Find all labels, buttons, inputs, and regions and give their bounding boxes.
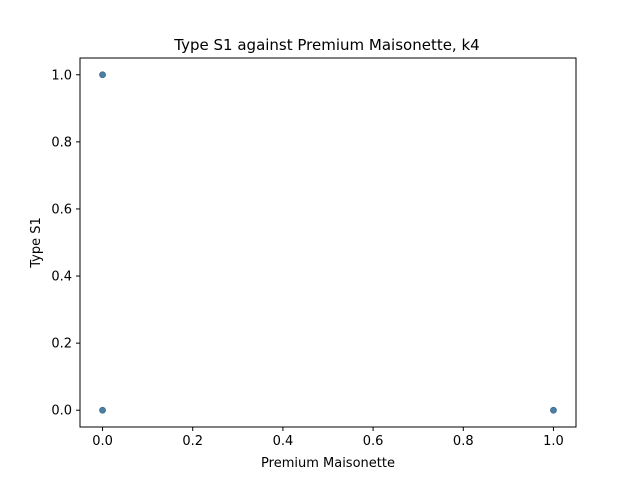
y-tick-label: 0.4	[51, 270, 72, 285]
plot-frame	[79, 57, 577, 428]
x-tick-label: 0.4	[273, 434, 294, 449]
x-tick-label: 0.2	[182, 434, 203, 449]
scatter-point	[99, 406, 106, 414]
y-tick-label: 0.6	[51, 202, 72, 217]
x-tick-label: 0.0	[92, 434, 113, 449]
chart-title: Type S1 against Premium Maisonette, k4	[173, 36, 479, 54]
x-tick-label: 0.6	[363, 434, 384, 449]
y-axis-label: Type S1	[29, 217, 44, 269]
y-tick-label: 0.2	[51, 337, 72, 352]
y-tick-label: 0.0	[51, 404, 72, 419]
x-tick-label: 0.8	[453, 434, 474, 449]
x-axis-ticks: 0.0 0.2 0.4 0.6 0.8 1.0	[92, 427, 564, 449]
scatter-point	[99, 71, 106, 79]
scatter-point	[550, 406, 557, 414]
x-axis-label: Premium Maisonette	[261, 456, 395, 471]
x-tick-label: 1.0	[543, 434, 564, 449]
y-tick-label: 0.8	[51, 135, 72, 150]
y-axis-ticks: 0.0 0.2 0.4 0.6 0.8 1.0	[51, 68, 80, 419]
y-tick-label: 1.0	[51, 68, 72, 83]
points-layer	[99, 71, 557, 414]
